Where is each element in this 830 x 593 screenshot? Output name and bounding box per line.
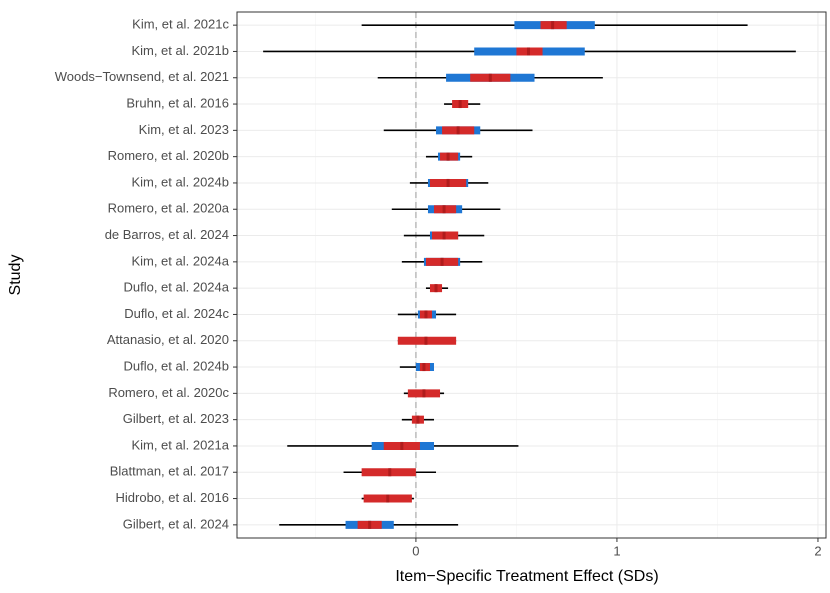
y-tick-label: Romero, et al. 2020b <box>108 148 229 163</box>
y-tick-label: Bruhn, et al. 2016 <box>126 95 229 110</box>
x-tick-label: 1 <box>613 543 620 558</box>
estimate <box>416 415 420 424</box>
y-tick-label: Romero, et al. 2020a <box>108 201 230 216</box>
panel-border <box>236 11 827 539</box>
estimate <box>488 73 492 82</box>
y-tick-label: Blattman, et al. 2017 <box>110 464 229 479</box>
y-tick-label: Hidrobo, et al. 2016 <box>116 490 229 505</box>
y-tick-label: Gilbert, et al. 2024 <box>123 516 229 531</box>
y-tick-label: Kim, et al. 2021c <box>132 17 229 32</box>
estimate <box>422 363 426 372</box>
estimate <box>386 494 390 503</box>
y-tick-label: Kim, et al. 2021b <box>131 43 229 58</box>
y-tick-label: Duflo, et al. 2024c <box>124 306 229 321</box>
y-tick-label: Duflo, et al. 2024b <box>123 358 229 373</box>
estimate <box>446 152 450 161</box>
estimate <box>446 178 450 187</box>
y-tick-label: Gilbert, et al. 2023 <box>123 411 229 426</box>
y-tick-label: Attanasio, et al. 2020 <box>107 332 229 347</box>
estimate <box>422 389 426 398</box>
x-tick-label: 2 <box>814 543 821 558</box>
y-tick-label: Kim, et al. 2024a <box>131 253 229 268</box>
estimate <box>434 284 438 293</box>
y-tick-label: Duflo, et al. 2024a <box>123 280 229 295</box>
x-axis-title: Item−Specific Treatment Effect (SDs) <box>395 568 658 585</box>
estimate <box>424 310 428 319</box>
estimate <box>458 100 462 109</box>
estimate <box>440 257 444 266</box>
estimate <box>368 520 372 529</box>
estimate <box>442 205 446 214</box>
estimate <box>400 441 404 450</box>
estimate <box>424 336 428 345</box>
x-tick-label: 0 <box>412 543 419 558</box>
estimate <box>388 468 392 477</box>
estimate <box>526 47 530 56</box>
estimate <box>456 126 460 135</box>
y-tick-label: Kim, et al. 2024b <box>131 174 229 189</box>
y-tick-label: Romero, et al. 2020c <box>108 385 229 400</box>
y-axis-title: Study <box>7 255 24 296</box>
y-tick-label: de Barros, et al. 2024 <box>105 227 229 242</box>
y-tick-label: Kim, et al. 2023 <box>139 122 229 137</box>
estimate <box>442 231 446 240</box>
estimate <box>551 21 555 30</box>
y-tick-label: Woods−Townsend, et al. 2021 <box>55 69 229 84</box>
y-tick-label: Kim, et al. 2021a <box>131 437 229 452</box>
